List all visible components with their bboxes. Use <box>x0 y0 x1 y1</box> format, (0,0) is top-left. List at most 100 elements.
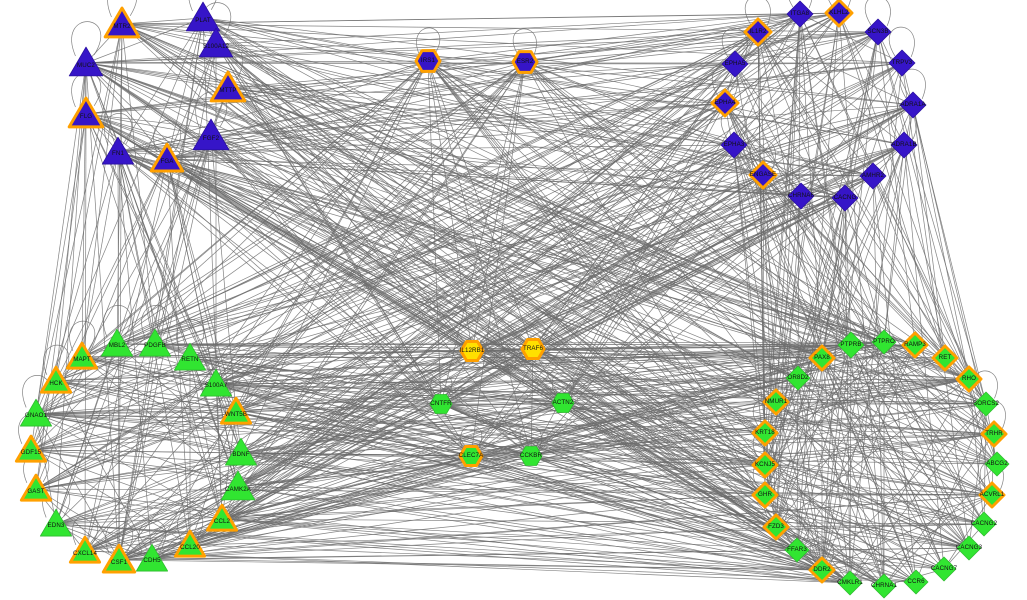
graph-node-actn2[interactable]: ACTN2 <box>549 389 577 417</box>
graph-node-sorcs2[interactable]: SORCS2 <box>971 389 1001 419</box>
graph-node-traf6[interactable]: TRAF6 <box>517 333 549 365</box>
graph-edge <box>30 449 223 520</box>
graph-node-cckbr[interactable]: CCKBR <box>517 442 545 470</box>
graph-node-itga8[interactable]: ITGA8 <box>784 0 816 30</box>
graph-node-clec7a[interactable]: CLEC7A <box>455 440 487 472</box>
graph-edge <box>215 43 852 346</box>
graph-edge <box>151 378 970 560</box>
graph-edge <box>221 518 851 584</box>
graph-edge <box>532 348 823 359</box>
graph-node-epha5[interactable]: EPHA5 <box>719 48 751 80</box>
graph-node-muc2[interactable]: MUC2 <box>68 45 104 81</box>
graph-node-nmur1[interactable]: NMUR1 <box>759 385 793 419</box>
graph-edge <box>154 343 532 457</box>
graph-node-wnt5b[interactable]: WNT5B <box>218 394 254 430</box>
graph-node-abcg2[interactable]: ABCG2 <box>982 449 1012 479</box>
graph-node-gast[interactable]: GAST <box>18 471 54 507</box>
graph-edge <box>821 569 917 583</box>
graph-node-ramp3[interactable]: RAMP3 <box>898 328 932 362</box>
graph-node-trpv3[interactable]: TRPV3 <box>886 47 918 79</box>
graph-node-pdgfb[interactable]: PDGFB <box>138 327 172 361</box>
graph-edge <box>121 23 852 346</box>
graph-node-cacng[interactable]: CACNG <box>829 182 861 214</box>
graph-node-s100a12[interactable]: S100A12 <box>198 26 234 62</box>
self-loop-edge <box>71 21 102 57</box>
graph-edge <box>775 526 885 587</box>
graph-node-esr2[interactable]: ESR2 <box>508 45 542 79</box>
graph-node-klhl2[interactable]: KLHL2 <box>821 0 857 31</box>
graph-node-fn1[interactable]: FN1 <box>101 135 135 169</box>
graph-node-chrna1[interactable]: CHRNA1 <box>869 571 899 600</box>
graph-node-chrna6[interactable]: CHRNA6 <box>785 180 817 212</box>
graph-edge <box>85 62 534 350</box>
graph-node-epha4[interactable]: EPHA4 <box>707 85 743 121</box>
graph-edge <box>471 104 914 352</box>
graph-edge <box>562 402 777 528</box>
graph-edge <box>55 455 472 525</box>
graph-node-ccl20[interactable]: CCL20 <box>172 527 208 563</box>
graph-edge <box>221 344 852 520</box>
graph-edge <box>118 13 801 561</box>
graph-edge <box>796 13 801 551</box>
graph-edge <box>35 488 223 520</box>
graph-edge <box>85 62 993 496</box>
graph-node-fga[interactable]: FGA <box>148 140 186 178</box>
graph-node-irs1[interactable]: IRS1 <box>411 44 445 78</box>
graph-edge <box>121 23 229 89</box>
graph-node-bdnf[interactable]: BDNF <box>224 436 258 470</box>
graph-node-gdf15[interactable]: GDF15 <box>13 432 49 468</box>
graph-edge <box>121 17 204 25</box>
graph-node-adra1b[interactable]: ADRA1B <box>888 129 920 161</box>
graph-edge <box>189 411 237 546</box>
graph-node-fgf2[interactable]: FGF2 <box>192 117 230 155</box>
graph-edge <box>530 377 799 457</box>
graph-node-flg[interactable]: FLG <box>66 94 106 134</box>
graph-edge <box>81 151 119 358</box>
graph-node-camk2a[interactable]: CAMK2A <box>220 469 256 505</box>
graph-node-kcnj5[interactable]: KCNJ5 <box>748 448 782 482</box>
graph-node-mbl2[interactable]: MBL2 <box>100 327 134 361</box>
graph-node-adra1a[interactable]: ADRA1A <box>897 89 929 121</box>
graph-node-il12rb1[interactable]: IL12RB1 <box>456 335 488 367</box>
graph-edge <box>85 62 802 197</box>
graph-node-ghr[interactable]: GHR <box>748 478 782 512</box>
graph-edge <box>764 344 916 466</box>
graph-node-mtr2[interactable]: MTR2 <box>102 4 142 44</box>
graph-node-cntfr[interactable]: CNTFR <box>427 390 455 418</box>
graph-node-hck[interactable]: HCK <box>38 363 74 399</box>
graph-edge <box>797 377 885 587</box>
graph-node-ccl2[interactable]: CCL2 <box>204 501 240 537</box>
graph-edge <box>35 17 204 415</box>
graph-node-ddr2[interactable]: DDR2 <box>805 553 839 587</box>
self-loop-edge <box>22 375 51 408</box>
graph-node-ptpro[interactable]: PTPRO <box>869 327 899 357</box>
graph-node-engase[interactable]: ENGASE <box>745 157 781 193</box>
graph-edge <box>915 403 987 583</box>
graph-node-cacng7[interactable]: CACNG7 <box>929 554 959 584</box>
graph-node-mttp[interactable]: MTTP <box>208 68 248 108</box>
self-loop-edge <box>749 138 776 170</box>
self-loop-edge <box>512 28 537 57</box>
graph-node-ccr6[interactable]: CCR6 <box>901 567 931 597</box>
self-loop-edge <box>784 516 809 545</box>
graph-node-csf1[interactable]: CSF1 <box>100 541 138 579</box>
graph-node-krt18[interactable]: KRT18 <box>748 416 782 450</box>
graph-node-cxcl14[interactable]: CXCL14 <box>67 533 103 569</box>
graph-edge <box>530 357 823 457</box>
self-loop-edge <box>837 308 864 340</box>
graph-node-cmklr1[interactable]: CMKLR1 <box>835 568 865 598</box>
graph-node-acvrl1[interactable]: ACVRL1 <box>975 478 1009 512</box>
graph-edge <box>85 62 217 385</box>
graph-edge <box>562 195 802 404</box>
graph-node-amhr2[interactable]: AMHR2 <box>857 160 889 192</box>
graph-node-il1r2[interactable]: IL1R2 <box>740 14 776 50</box>
graph-edge <box>117 151 987 405</box>
graph-edge <box>227 87 799 379</box>
graph-edge <box>800 104 914 197</box>
graph-node-cdh5[interactable]: CDH5 <box>135 542 169 576</box>
graph-edge <box>797 62 903 379</box>
graph-node-scn3b[interactable]: SCN3B <box>862 16 894 48</box>
graph-node-gnao1[interactable]: GNAO1 <box>19 397 53 431</box>
graph-node-txhr[interactable]: TRHR <box>977 417 1011 451</box>
graph-node-ptprb[interactable]: PTPRB <box>835 329 867 361</box>
